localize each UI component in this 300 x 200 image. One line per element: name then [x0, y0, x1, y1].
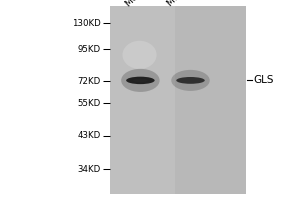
- Ellipse shape: [122, 41, 157, 69]
- Ellipse shape: [126, 77, 155, 84]
- Ellipse shape: [176, 77, 205, 84]
- Bar: [110, 6, 175, 194]
- Ellipse shape: [183, 79, 198, 82]
- Bar: [110, 6, 246, 194]
- Text: GLS: GLS: [254, 75, 274, 85]
- Text: Mouse kidney: Mouse kidney: [166, 0, 217, 8]
- Text: 34KD: 34KD: [77, 164, 101, 173]
- Ellipse shape: [133, 79, 148, 82]
- Text: Mouse brain: Mouse brain: [124, 0, 170, 8]
- Ellipse shape: [171, 70, 210, 91]
- Ellipse shape: [121, 69, 160, 92]
- Text: 72KD: 72KD: [77, 76, 101, 86]
- Text: 55KD: 55KD: [77, 98, 101, 108]
- Text: 130KD: 130KD: [72, 19, 101, 27]
- Text: 43KD: 43KD: [77, 132, 101, 140]
- Text: 95KD: 95KD: [77, 45, 101, 53]
